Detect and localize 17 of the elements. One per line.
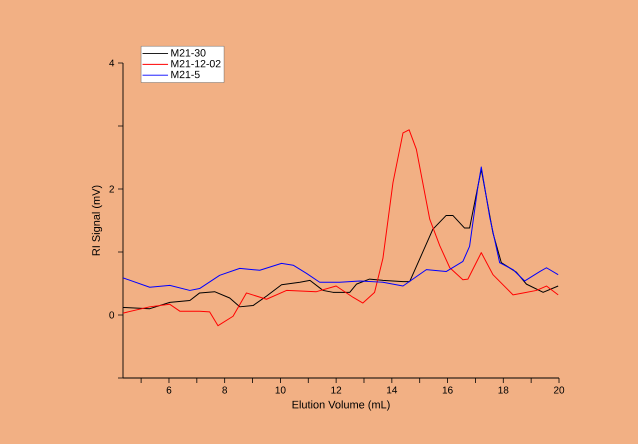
x-tick-label: 20 <box>554 386 564 394</box>
y-tick-label: 4 <box>109 60 114 66</box>
x-tick-label: 18 <box>498 386 508 394</box>
x-tick-label: 8 <box>222 386 228 394</box>
x-tick-label: 10 <box>276 386 286 394</box>
x-tick-label: 14 <box>387 386 398 394</box>
x-tick-label: 12 <box>331 386 342 394</box>
y-tick-label: 2 <box>109 186 114 192</box>
x-tick-label: 16 <box>442 386 453 394</box>
x-axis-title: Elution Volume (mL) <box>292 400 390 411</box>
y-tick-label: 0 <box>109 311 114 319</box>
legend-label: M21-30 <box>171 49 206 57</box>
x-tick-label: 6 <box>166 386 172 394</box>
line-series <box>123 129 559 326</box>
legend-label: M21-5 <box>171 70 200 78</box>
y-axis-title: RI Signal (mV) <box>92 186 102 256</box>
legend-label: M21-12-02 <box>171 60 221 68</box>
